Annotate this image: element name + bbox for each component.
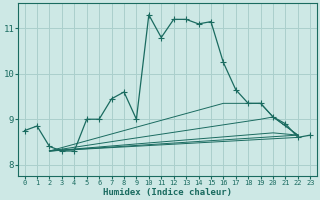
X-axis label: Humidex (Indice chaleur): Humidex (Indice chaleur): [103, 188, 232, 197]
